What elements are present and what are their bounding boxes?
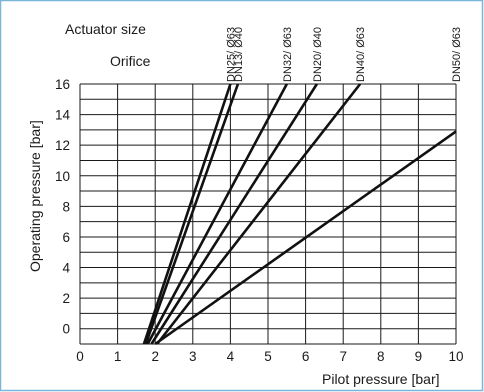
x-tick-label: 8 bbox=[377, 349, 385, 364]
x-tick-label: 6 bbox=[302, 349, 310, 364]
x-tick-label: 7 bbox=[339, 349, 347, 364]
series-line bbox=[144, 83, 240, 345]
y-tick-label: 8 bbox=[62, 199, 70, 214]
x-tick-label: 1 bbox=[114, 349, 122, 364]
y-tick-label: 4 bbox=[62, 261, 70, 276]
series-label: DN40/ Ø63 bbox=[355, 27, 367, 82]
x-axis-title: Pilot pressure [bar] bbox=[322, 371, 440, 387]
y-tick-label: 2 bbox=[62, 291, 70, 306]
series-label: DN32/ Ø63 bbox=[282, 27, 294, 82]
series-lines bbox=[142, 83, 457, 346]
orifice-label: Orifice bbox=[110, 53, 151, 69]
actuator-size-label: Actuator size bbox=[65, 21, 146, 37]
x-tick-label: 3 bbox=[189, 349, 197, 364]
x-tick-label: 9 bbox=[415, 349, 423, 364]
y-tick-labels: 0 2 4 6 8 10 12 14 16 bbox=[55, 77, 71, 337]
y-axis-title: Operating pressure [bar] bbox=[27, 120, 43, 272]
x-tick-label: 4 bbox=[227, 349, 235, 364]
y-tick-label: 10 bbox=[55, 169, 70, 184]
y-tick-label: 16 bbox=[55, 77, 70, 92]
y-tick-label: 6 bbox=[62, 230, 70, 245]
x-tick-labels: 0 1 2 3 4 5 6 7 8 9 10 bbox=[76, 349, 463, 364]
series-line bbox=[150, 83, 318, 345]
x-tick-label: 2 bbox=[151, 349, 159, 364]
y-tick-label: 0 bbox=[62, 322, 70, 337]
series-label: DN20/ Ø40 bbox=[312, 27, 324, 82]
x-tick-label: 5 bbox=[264, 349, 272, 364]
series-line bbox=[142, 83, 232, 345]
y-tick-label: 12 bbox=[55, 138, 70, 153]
series-label: DN25/ Ø63 bbox=[225, 27, 237, 82]
x-tick-label: 10 bbox=[448, 349, 463, 364]
series-label: DN13/ Ø40 bbox=[233, 27, 245, 82]
series-line bbox=[154, 130, 457, 346]
grid bbox=[79, 83, 457, 345]
series-line bbox=[146, 83, 288, 345]
y-tick-label: 14 bbox=[55, 108, 71, 123]
series-line bbox=[156, 83, 362, 345]
x-tick-label: 0 bbox=[76, 349, 84, 364]
series-label: DN50/ Ø63 bbox=[451, 27, 463, 82]
